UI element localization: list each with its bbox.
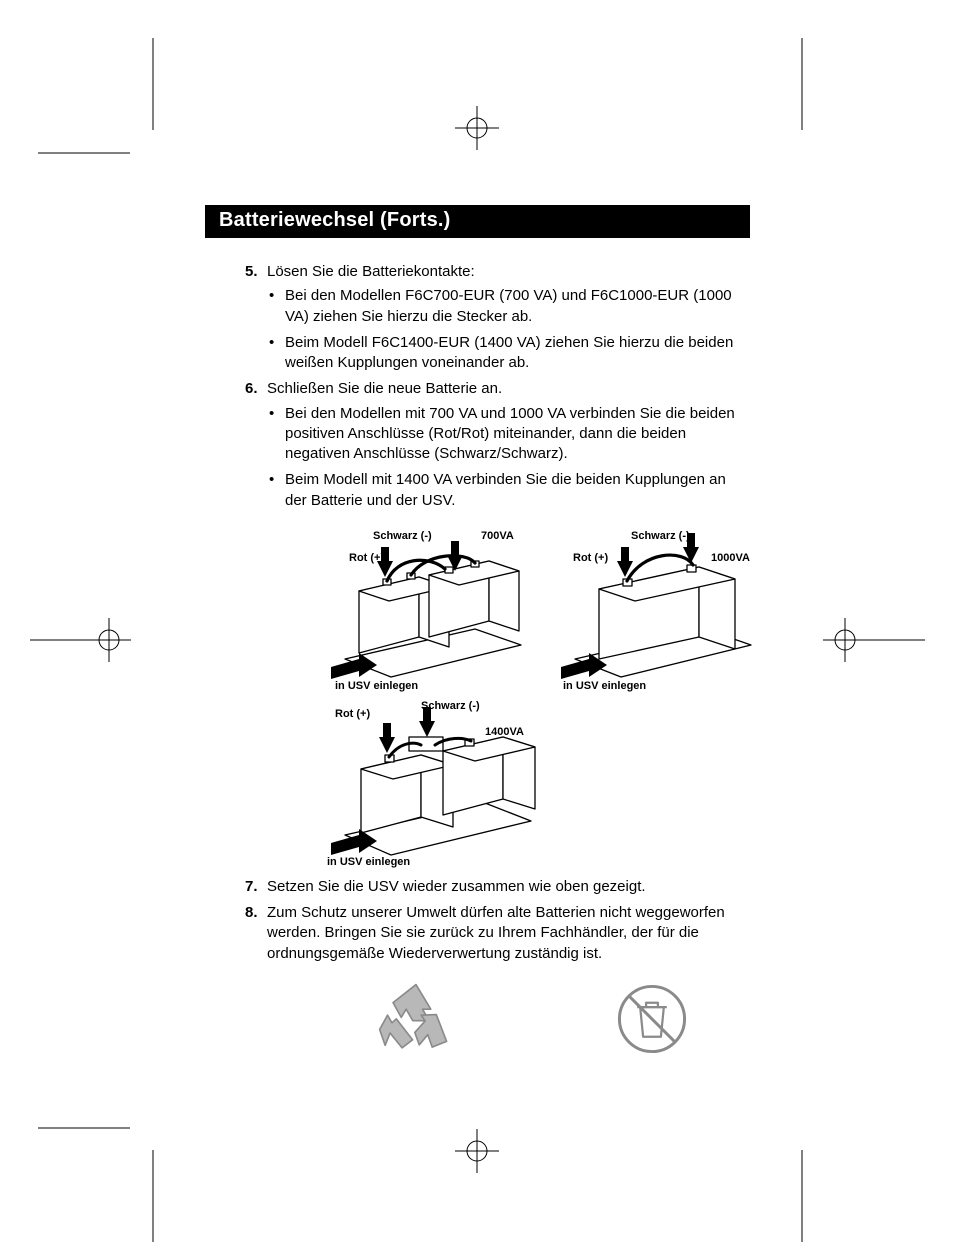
step-number: 8. (245, 903, 258, 923)
step-number: 6. (245, 379, 258, 399)
bullet: Bei den Modellen mit 700 VA und 1000 VA … (267, 404, 750, 465)
recycle-icon (375, 978, 457, 1060)
label-rot: Rot (+) (573, 551, 608, 566)
label-1400va: 1400VA (485, 725, 524, 740)
label-1000va: 1000VA (711, 551, 750, 566)
step-6: 6. Schließen Sie die neue Batterie an. B… (245, 379, 750, 511)
step-text: Setzen Sie die USV wieder zusammen wie o… (267, 878, 646, 895)
step-8: 8. Zum Schutz unserer Umwelt dürfen alte… (245, 903, 750, 964)
label-schwarz: Schwarz (-) (373, 529, 432, 544)
label-700va: 700VA (481, 529, 514, 544)
registration-mark-bottom (449, 1123, 505, 1179)
bullet: Beim Modell mit 1400 VA verbinden Sie di… (267, 470, 750, 511)
crop-mark-br-v (801, 1150, 803, 1242)
registration-mark-top (449, 100, 505, 156)
section-header: Batteriewechsel (Forts.) (205, 205, 750, 238)
crop-mark-bl-h (38, 1127, 130, 1129)
step-7: 7. Setzen Sie die USV wieder zusammen wi… (245, 877, 750, 897)
label-insert: in USV einlegen (335, 679, 418, 694)
step-number: 7. (245, 877, 258, 897)
battery-diagram: Schwarz (-) 700VA Rot (+) in USV einlege… (285, 529, 750, 869)
step-5: 5. Lösen Sie die Batteriekontakte: Bei d… (245, 262, 750, 373)
step-text: Lösen Sie die Batteriekontakte: (267, 263, 475, 280)
crop-mark-r-h (865, 639, 925, 641)
label-rot: Rot (+) (335, 707, 370, 722)
label-insert: in USV einlegen (563, 679, 646, 694)
crop-mark-bl-v (152, 1150, 154, 1242)
bullet: Bei den Modellen F6C700-EUR (700 VA) und… (267, 286, 750, 327)
crop-mark-tl-h (38, 152, 130, 154)
crop-mark-l-h (30, 639, 90, 641)
label-schwarz: Schwarz (-) (631, 529, 690, 544)
step-number: 5. (245, 262, 258, 282)
no-trash-icon (615, 982, 689, 1056)
step-text: Schließen Sie die neue Batterie an. (267, 380, 502, 397)
bullet: Beim Modell F6C1400-EUR (1400 VA) ziehen… (267, 333, 750, 374)
crop-mark-tr-v (801, 38, 803, 130)
label-schwarz: Schwarz (-) (421, 699, 480, 714)
crop-mark-tl-v (152, 38, 154, 130)
step-text: Zum Schutz unserer Umwelt dürfen alte Ba… (267, 904, 725, 962)
label-rot: Rot (+) (349, 551, 384, 566)
label-insert: in USV einlegen (327, 855, 410, 870)
